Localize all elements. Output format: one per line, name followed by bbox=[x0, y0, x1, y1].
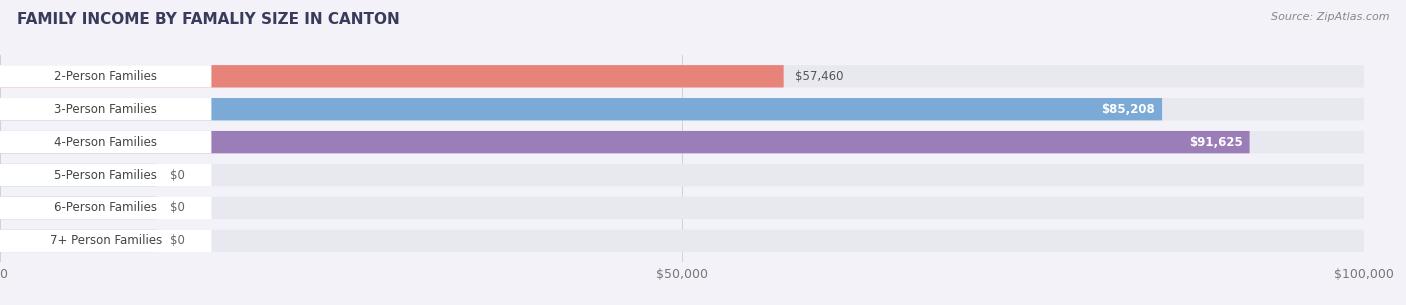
FancyBboxPatch shape bbox=[0, 164, 211, 186]
FancyBboxPatch shape bbox=[0, 230, 157, 252]
Text: 7+ Person Families: 7+ Person Families bbox=[49, 235, 162, 247]
Text: $0: $0 bbox=[170, 169, 186, 181]
FancyBboxPatch shape bbox=[0, 164, 1364, 186]
FancyBboxPatch shape bbox=[0, 131, 1364, 153]
FancyBboxPatch shape bbox=[0, 65, 211, 88]
FancyBboxPatch shape bbox=[0, 131, 1250, 153]
Text: FAMILY INCOME BY FAMALIY SIZE IN CANTON: FAMILY INCOME BY FAMALIY SIZE IN CANTON bbox=[17, 12, 399, 27]
Text: 5-Person Families: 5-Person Families bbox=[55, 169, 157, 181]
FancyBboxPatch shape bbox=[0, 65, 1364, 88]
FancyBboxPatch shape bbox=[0, 230, 211, 252]
FancyBboxPatch shape bbox=[0, 197, 1364, 219]
Text: 6-Person Families: 6-Person Families bbox=[55, 202, 157, 214]
FancyBboxPatch shape bbox=[0, 98, 1163, 120]
FancyBboxPatch shape bbox=[0, 197, 157, 219]
Text: $91,625: $91,625 bbox=[1189, 136, 1243, 149]
FancyBboxPatch shape bbox=[0, 98, 1364, 120]
Text: $0: $0 bbox=[170, 202, 186, 214]
Text: 2-Person Families: 2-Person Families bbox=[55, 70, 157, 83]
Text: $0: $0 bbox=[170, 235, 186, 247]
Text: $57,460: $57,460 bbox=[794, 70, 844, 83]
FancyBboxPatch shape bbox=[0, 197, 211, 219]
Text: Source: ZipAtlas.com: Source: ZipAtlas.com bbox=[1271, 12, 1389, 22]
FancyBboxPatch shape bbox=[0, 230, 1364, 252]
FancyBboxPatch shape bbox=[0, 98, 211, 120]
FancyBboxPatch shape bbox=[0, 131, 211, 153]
FancyBboxPatch shape bbox=[0, 65, 783, 88]
Text: 3-Person Families: 3-Person Families bbox=[55, 103, 157, 116]
Text: $85,208: $85,208 bbox=[1101, 103, 1156, 116]
FancyBboxPatch shape bbox=[0, 164, 157, 186]
Text: 4-Person Families: 4-Person Families bbox=[55, 136, 157, 149]
